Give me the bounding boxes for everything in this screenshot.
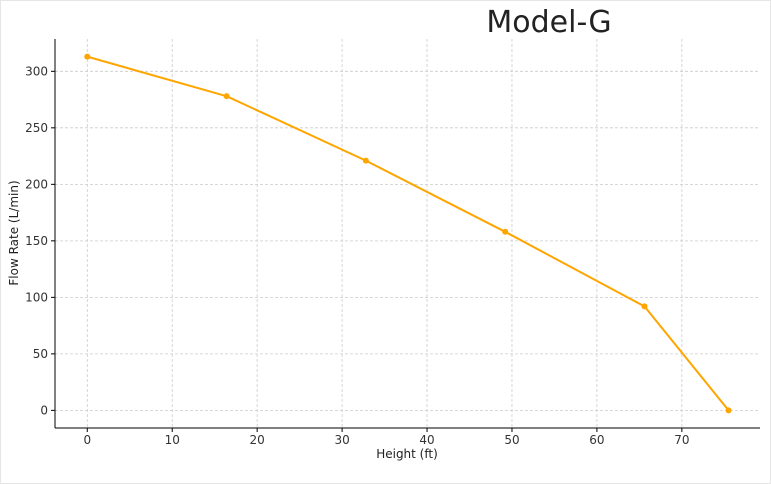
ticks: 0 10 20 30 40 50 60 70 0 50 100 150 200 250 300 [25,64,689,447]
y-tick-label: 100 [25,290,48,304]
data-point [725,407,732,414]
y-tick-label: 200 [25,177,48,191]
series-line [87,55,730,411]
data-point [362,157,369,164]
data-point [641,303,648,310]
x-tick-label: 60 [589,433,604,447]
chart-title: Model-G [486,5,611,40]
y-tick-label: 150 [25,234,48,248]
x-tick-label: 10 [165,433,180,447]
data-point [502,228,509,235]
axes [54,39,760,429]
x-tick-label: 70 [674,433,689,447]
data-point [84,53,91,60]
y-tick-label: 0 [40,403,48,417]
data-point [223,93,230,100]
x-tick-label: 50 [504,433,519,447]
x-tick-label: 40 [419,433,434,447]
x-tick-label: 30 [334,433,349,447]
y-axis-label: Flow Rate (L/min) [7,180,21,285]
y-tick-label: 250 [25,121,48,135]
y-tick-label: 50 [33,347,48,361]
series [84,53,732,414]
x-axis-label: Height (ft) [376,447,438,461]
x-tick-label: 0 [83,433,91,447]
x-tick-label: 20 [250,433,265,447]
grid [55,39,760,428]
y-tick-label: 300 [25,64,48,78]
